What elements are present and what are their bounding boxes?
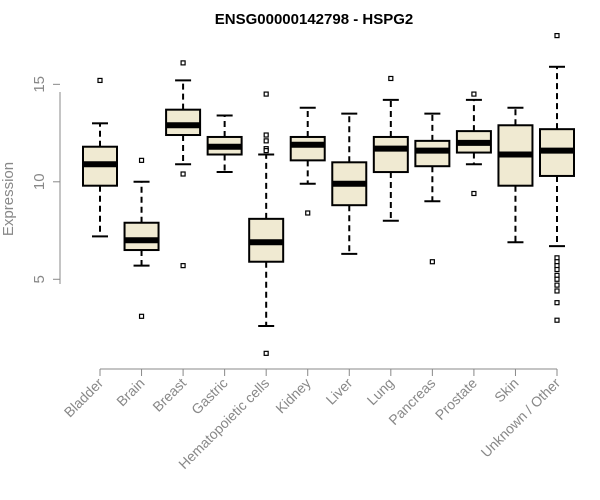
box-pancreas bbox=[414, 112, 451, 265]
outlier-point bbox=[263, 148, 269, 154]
outlier-point bbox=[554, 317, 560, 323]
outlier-point bbox=[554, 288, 560, 294]
x-tick-label: Unknown / Other bbox=[478, 375, 564, 461]
outlier-point bbox=[263, 91, 269, 97]
box-kidney bbox=[289, 106, 326, 216]
y-tick-label: 5 bbox=[31, 275, 48, 283]
x-tick-label: Breast bbox=[149, 375, 189, 415]
outlier-point bbox=[263, 132, 269, 138]
outlier-point bbox=[554, 276, 560, 282]
y-axis-label: Expression bbox=[0, 162, 17, 236]
x-tick-label: Prostate bbox=[432, 375, 480, 423]
y-tick-label: 15 bbox=[31, 76, 48, 93]
iqr-box bbox=[372, 135, 409, 174]
outlier-point bbox=[97, 77, 103, 84]
outlier-point bbox=[471, 190, 477, 197]
x-tick-label: Kidney bbox=[272, 375, 314, 417]
iqr-box bbox=[123, 221, 160, 252]
outlier-point bbox=[263, 138, 269, 144]
y-ticks: 5 10 15 bbox=[31, 76, 60, 283]
y-tick-label: 10 bbox=[31, 173, 48, 190]
chart-title: ENSG00000142798 - HSPG2 bbox=[215, 11, 413, 28]
boxes bbox=[82, 32, 575, 356]
x-tick-label: Liver bbox=[323, 375, 356, 408]
x-tick-label: Bladder bbox=[61, 375, 107, 421]
box-lung bbox=[372, 75, 409, 222]
outlier-point bbox=[554, 300, 560, 306]
outlier-point bbox=[429, 259, 435, 265]
outlier-point bbox=[263, 350, 269, 356]
box-prostate bbox=[455, 91, 492, 197]
x-tick-label: Lung bbox=[364, 375, 397, 408]
iqr-box bbox=[289, 135, 326, 162]
outlier-point bbox=[471, 91, 477, 97]
outlier-point bbox=[180, 60, 186, 66]
outlier-point bbox=[554, 32, 560, 39]
box-brain bbox=[123, 157, 160, 319]
outlier-point bbox=[388, 75, 394, 82]
outlier-point bbox=[180, 263, 186, 269]
box-bladder bbox=[82, 77, 118, 238]
outlier-point bbox=[554, 282, 560, 288]
box-liver bbox=[331, 112, 368, 255]
outlier-point bbox=[138, 157, 145, 163]
box-unknown-other bbox=[539, 32, 575, 323]
outlier-point bbox=[180, 171, 186, 177]
box-breast bbox=[165, 60, 202, 269]
x-tick-label: Skin bbox=[491, 375, 522, 406]
outlier-point bbox=[305, 210, 311, 216]
outlier-point bbox=[138, 313, 145, 319]
outlier-point bbox=[554, 266, 560, 273]
box-skin bbox=[497, 106, 534, 244]
box-gastric bbox=[206, 114, 243, 174]
box-hematopoietic-cells bbox=[248, 91, 285, 356]
x-tick-label: Brain bbox=[113, 375, 147, 409]
